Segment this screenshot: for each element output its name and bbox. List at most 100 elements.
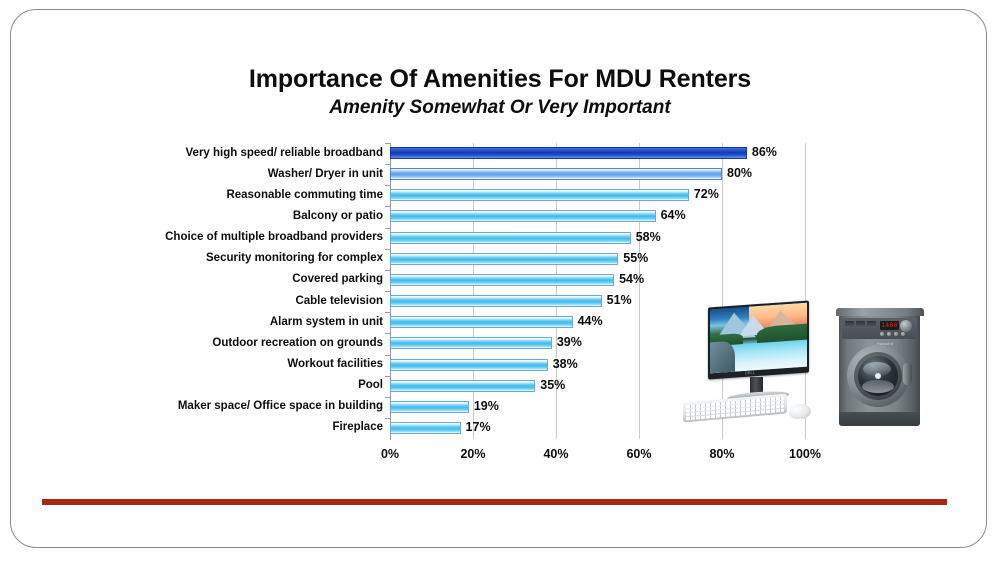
title-block: Importance Of Amenities For MDU Renters … (0, 64, 1000, 120)
value-label: 35% (540, 377, 566, 392)
value-label: 72% (693, 187, 719, 202)
axis-tick (385, 164, 390, 165)
bar (390, 147, 747, 159)
bar (390, 231, 631, 244)
washer-detergent-slot (867, 321, 876, 328)
category-label: Fireplace (332, 421, 384, 434)
bar (390, 316, 573, 329)
value-label: 51% (606, 293, 632, 308)
washer-drum-highlight-top (863, 362, 891, 376)
category-label: Maker space/ Office space in building (177, 400, 383, 413)
washer-door-handle[interactable] (903, 363, 912, 385)
plot-area (390, 143, 806, 439)
x-axis-tick-label: 80% (709, 447, 735, 461)
washer-detergent-slot (845, 321, 854, 328)
x-axis-tick-label: 40% (543, 447, 569, 461)
value-label: 55% (623, 250, 649, 265)
bar (390, 400, 469, 413)
category-label: Washer/ Dryer in unit (267, 167, 383, 180)
category-label: Balcony or patio (292, 209, 383, 222)
washer-door-glass (858, 356, 898, 396)
axis-tick (385, 333, 390, 334)
washer-program-knob[interactable] (900, 320, 912, 332)
washer-option-button[interactable] (901, 332, 905, 336)
keyboard (683, 393, 787, 423)
x-axis-tick-label: 20% (460, 447, 486, 461)
value-label: 19% (473, 398, 499, 413)
value-label: 86% (751, 145, 777, 159)
axis-tick (385, 397, 390, 398)
gridline (473, 143, 474, 439)
desktop-computer-image: DELL (679, 300, 819, 426)
bar (390, 210, 656, 223)
value-label: 17% (465, 419, 491, 434)
bar (390, 379, 536, 392)
washer-detergent-slot (856, 321, 865, 328)
gridline (639, 143, 640, 439)
value-label: 80% (727, 166, 753, 181)
axis-tick (385, 249, 390, 250)
washer-plinth (839, 412, 920, 426)
washer-drum-highlight-bottom (862, 380, 894, 393)
page-title: Importance Of Amenities For MDU Renters (248, 65, 752, 93)
screen-wallpaper-rock (710, 340, 736, 374)
value-label: 54% (619, 271, 645, 286)
axis-tick (385, 376, 390, 377)
axis-tick (385, 355, 390, 356)
category-label: Reasonable commuting time (226, 188, 383, 201)
axis-tick (385, 312, 390, 313)
bar (390, 189, 689, 202)
x-axis-tick-label: 0% (380, 447, 400, 461)
x-axis-tick-label: 60% (626, 447, 652, 461)
bar (390, 168, 722, 181)
page-subtitle: Amenity Somewhat Or Very Important (329, 97, 671, 118)
washer-top-panel (836, 308, 924, 316)
axis-tick (385, 228, 390, 229)
axis-tick (385, 270, 390, 271)
category-label: Choice of multiple broadband providers (165, 231, 383, 244)
category-label: Very high speed/ reliable broadband (185, 146, 383, 159)
axis-tick (385, 206, 390, 207)
category-label: Pool (358, 379, 383, 392)
washer-option-button[interactable] (887, 332, 891, 336)
category-label: Cable television (295, 294, 383, 307)
axis-tick (385, 185, 390, 186)
gridline (556, 143, 557, 439)
washer-option-button[interactable] (894, 332, 898, 336)
category-label: Workout facilities (287, 358, 383, 370)
y-axis-line (390, 143, 391, 440)
bar (390, 295, 602, 308)
bar (390, 252, 619, 265)
monitor-brand-logo: DELL (745, 369, 756, 376)
bar (390, 273, 615, 286)
value-label: 44% (577, 314, 603, 329)
washer-option-button[interactable] (880, 332, 884, 336)
washer-brand-logo: Hotpoint (876, 341, 894, 346)
bar (390, 421, 461, 434)
monitor-stand-neck (750, 377, 763, 395)
gridline (722, 143, 723, 439)
washer-led-display: 1400 (880, 321, 899, 330)
axis-tick (385, 418, 390, 419)
axis-tick (385, 291, 390, 292)
washer-display-value: 1400 (881, 322, 898, 329)
accent-rule (42, 499, 947, 505)
bar (390, 358, 548, 371)
category-label: Covered parking (292, 273, 383, 286)
category-label: Outdoor recreation on grounds (212, 336, 383, 349)
x-axis-tick-label: 100% (789, 447, 821, 461)
computer-mouse (788, 402, 812, 421)
category-label: Security monitoring for complex (206, 252, 383, 265)
washer-drum-center (875, 373, 881, 379)
monitor-screen (710, 302, 807, 374)
value-label: 39% (556, 335, 582, 350)
category-label: Alarm system in unit (269, 315, 383, 328)
axis-tick (385, 143, 390, 144)
value-label: 38% (552, 356, 578, 371)
bar (390, 337, 552, 350)
value-label: 58% (635, 229, 661, 244)
washing-machine-image: 1400 Hotpoint (836, 308, 924, 430)
gridline (805, 143, 806, 439)
